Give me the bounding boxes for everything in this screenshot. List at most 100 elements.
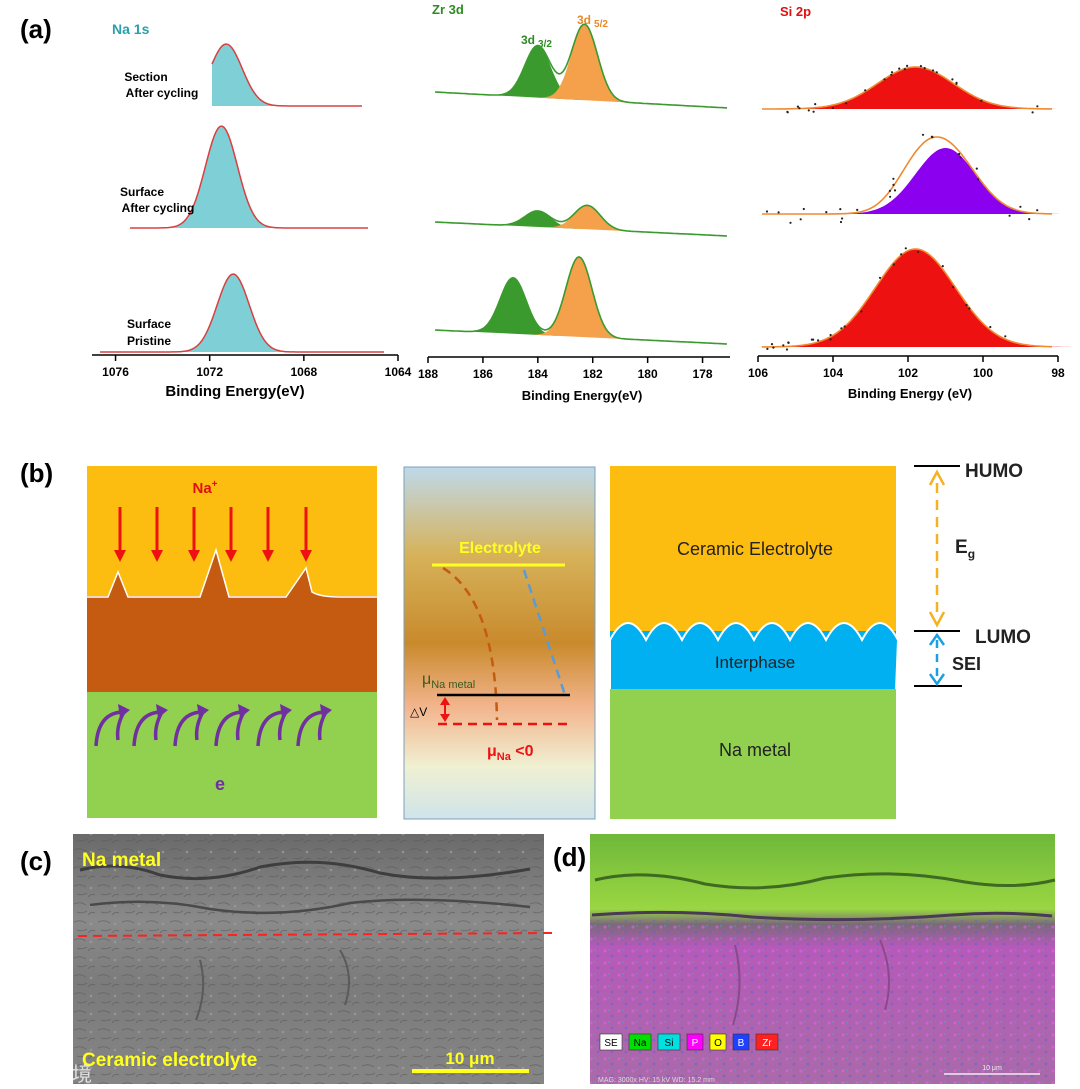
ceramic-electrolyte-label: Ceramic Electrolyte xyxy=(677,539,833,559)
si2p-data-point xyxy=(1036,209,1039,212)
eds-legend-swatch-Zr xyxy=(755,1033,779,1051)
si2p-data-point xyxy=(802,207,805,211)
si2p-data-point xyxy=(889,195,892,198)
electron-arrowhead-5 xyxy=(280,704,292,718)
na1s-row-label-3b: Pristine xyxy=(127,334,171,348)
na1s-fit-line-1 xyxy=(211,43,362,107)
si2p-data-point xyxy=(1036,105,1039,108)
si2p-data-point xyxy=(765,210,769,213)
si2p-data-point xyxy=(796,105,800,108)
si2p-data-point xyxy=(860,310,863,313)
eds-legend-swatch-SE xyxy=(599,1033,623,1051)
na1s-row-label-2a: Surface xyxy=(120,185,164,199)
dendrite-boundary xyxy=(87,547,377,598)
layer-schematic: Ceramic Electrolyte Interphase Na metal … xyxy=(609,461,1031,819)
eds-legend: SE Na Si P O B Zr xyxy=(599,1033,779,1051)
eds-crack-2 xyxy=(732,939,890,1026)
si2p-data-point xyxy=(892,177,895,180)
na1s-peak-3 xyxy=(100,274,384,352)
humo-label: HUMO xyxy=(965,461,1023,482)
si2p-data-point xyxy=(917,250,920,253)
electron-arrowhead-2 xyxy=(156,704,168,718)
si2p-data-point xyxy=(955,82,958,85)
electron-arrowhead-3 xyxy=(197,704,209,718)
si2p-row1-peak-1 xyxy=(763,67,1068,109)
si2p-data-point xyxy=(766,347,769,350)
electron-arrowhead-6 xyxy=(320,704,332,718)
zr3d-peak-32-label: 3d 3/2 xyxy=(521,33,552,50)
eds-legend-swatch-Na xyxy=(628,1033,652,1051)
si2p-row2-peak-2 xyxy=(825,148,1066,214)
si2p-tick-label-100: 100 xyxy=(973,366,993,380)
electron-arrows xyxy=(94,704,332,747)
si2p-data-point xyxy=(799,218,802,221)
si2p-data-point xyxy=(951,78,954,81)
si2p-envelope-3 xyxy=(762,248,1052,348)
si2p-data-point xyxy=(1004,335,1007,338)
si2p-data-point xyxy=(1008,214,1011,217)
si2p-data-point xyxy=(843,325,846,328)
zr3d-xlabel: Binding Energy(eV) xyxy=(522,388,643,403)
si2p-ticks: 106 104 102 100 98 xyxy=(748,356,1065,380)
eds-crack-1 xyxy=(594,872,1056,890)
na1s-row-label-1a: Section xyxy=(124,70,167,84)
na-ion-label: Na+ xyxy=(192,479,217,497)
si2p-data-point xyxy=(941,265,944,268)
eds-legend-swatch-O xyxy=(709,1033,727,1051)
eds-scale-label: 10 μm xyxy=(982,1065,1002,1072)
electron-arrowhead-1 xyxy=(118,704,130,718)
right-na-metal-layer xyxy=(610,689,896,819)
na1s-title: Na 1s xyxy=(112,21,150,37)
si2p-data-point xyxy=(935,71,938,74)
zr3d-peak-52-label: 3d 5/2 xyxy=(577,13,608,30)
si2p-data-point xyxy=(893,189,897,192)
eds-map-texture xyxy=(590,920,1055,1084)
na1s-peak-2 xyxy=(130,126,368,228)
delta-v-arrowheads xyxy=(440,697,450,722)
na-ion-arrowhead-6 xyxy=(300,550,312,562)
zr3d-tick-label-180: 180 xyxy=(638,367,658,381)
si2p-data-point xyxy=(1019,205,1022,208)
sem-crack-3 xyxy=(195,949,350,1021)
na-ion-arrows xyxy=(114,507,312,562)
si2p-data-point xyxy=(904,247,907,250)
zr3d-tick-label-182: 182 xyxy=(583,367,603,381)
na1s-row-label-3a: Surface xyxy=(127,317,171,331)
panel-label-c: (c) xyxy=(20,846,52,876)
mu-na-label: μNa <0 xyxy=(487,743,534,763)
si2p-data-point xyxy=(841,217,844,220)
si2p-data-point xyxy=(845,102,848,105)
energy-diagram: Electrolyte μNa metal △V μNa <0 xyxy=(403,466,596,820)
mu-na-metal-label: μNa metal xyxy=(422,671,475,691)
watermark: 大数跨境 xyxy=(12,1063,92,1086)
sem-crack-1 xyxy=(79,860,531,881)
si2p-data-point xyxy=(777,211,780,214)
si2p-data-point xyxy=(785,348,789,351)
si2p-data-point xyxy=(921,133,925,136)
si2p-data-point xyxy=(839,208,842,211)
si2p-data-point xyxy=(840,327,843,330)
si2p-data-point xyxy=(989,325,992,329)
si2p-row3-peak-1 xyxy=(755,249,1076,347)
si2p-data-point xyxy=(825,211,828,214)
eds-map: SE Na Si P O B Zr MAG: 3000x HV: 15 kV WD: 15.… xyxy=(590,834,1056,1084)
si2p-data-point xyxy=(1028,218,1031,221)
sem-na-metal-label: Na metal xyxy=(82,850,161,871)
si2p-data-point xyxy=(931,69,935,72)
si2p-data-point xyxy=(798,107,801,110)
na1s-chart: Na 1s Section After cycling Surface Afte… xyxy=(92,21,412,400)
delta-v-label: △V xyxy=(410,705,427,719)
si2p-data-point xyxy=(965,304,968,307)
na-ion-arrowhead-4 xyxy=(225,550,237,562)
si2p-data-point xyxy=(903,68,906,71)
na1s-spectra xyxy=(100,43,384,353)
na1s-tick-label-1064: 1064 xyxy=(385,365,412,379)
si2p-data-point xyxy=(890,71,894,74)
interface-dashed-line xyxy=(77,932,553,937)
sem-image-texture xyxy=(73,834,544,1084)
si2p-data-point xyxy=(772,346,775,349)
zr3d-ticks: 188 186 184 182 180 178 xyxy=(418,357,713,381)
si2p-data-point xyxy=(807,109,810,112)
na1s-tick-label-1068: 1068 xyxy=(290,365,317,379)
interphase-layer xyxy=(87,596,377,692)
